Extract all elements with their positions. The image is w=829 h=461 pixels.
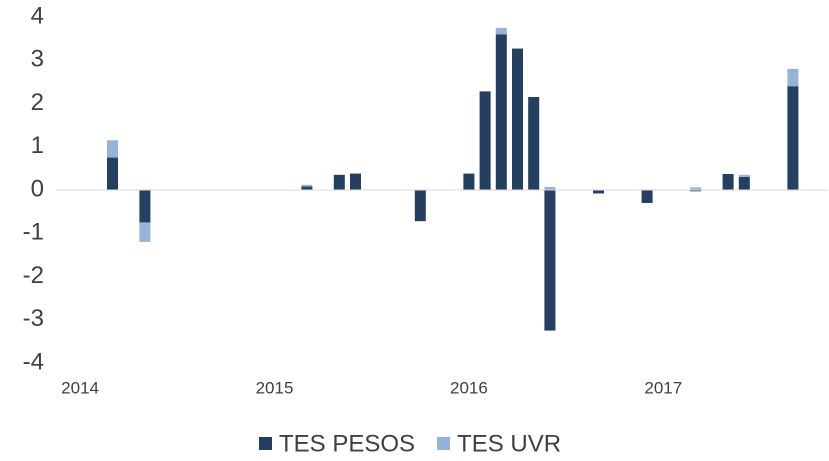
- bar: [738, 174, 750, 178]
- bar: [641, 190, 653, 203]
- bar: [787, 68, 799, 87]
- bar: [495, 27, 507, 35]
- y-tick-label: 1: [31, 132, 44, 159]
- x-tick-label: 2016: [450, 378, 488, 397]
- bar: [528, 97, 540, 190]
- bar: [479, 91, 491, 190]
- bar: [414, 190, 426, 222]
- y-tick-label: 3: [31, 46, 44, 73]
- bar: [106, 157, 119, 190]
- y-tick-label: -4: [23, 348, 44, 375]
- bar: [106, 140, 119, 158]
- bar: [722, 173, 734, 190]
- y-tick-label: 0: [31, 175, 44, 202]
- bar: [301, 186, 313, 190]
- bar: [787, 86, 799, 190]
- bar: [690, 187, 702, 190]
- bar: [544, 190, 556, 331]
- bar: [139, 222, 151, 242]
- y-tick-label: -3: [23, 305, 44, 332]
- y-tick-label: 4: [31, 2, 44, 29]
- y-tick-label: -1: [23, 219, 44, 246]
- legend-label: TES UVR: [457, 430, 561, 457]
- x-tick-label: 2017: [644, 378, 682, 397]
- legend-label: TES PESOS: [279, 430, 415, 457]
- legend-swatch: [259, 437, 272, 450]
- bar: [544, 186, 556, 190]
- bar: [738, 177, 750, 190]
- bar: [349, 173, 362, 190]
- bar: [690, 190, 702, 192]
- bar: [301, 184, 313, 187]
- legend-swatch: [437, 437, 451, 450]
- bar: [463, 173, 475, 190]
- x-tick-label: 2015: [256, 378, 294, 397]
- bar: [511, 48, 524, 191]
- bar: [139, 190, 151, 223]
- bar: [333, 174, 345, 190]
- bar: [495, 34, 507, 190]
- bar: [592, 190, 605, 194]
- x-tick-label: 2014: [61, 378, 99, 397]
- y-tick-label: 2: [31, 89, 44, 116]
- y-tick-label: -2: [23, 262, 44, 289]
